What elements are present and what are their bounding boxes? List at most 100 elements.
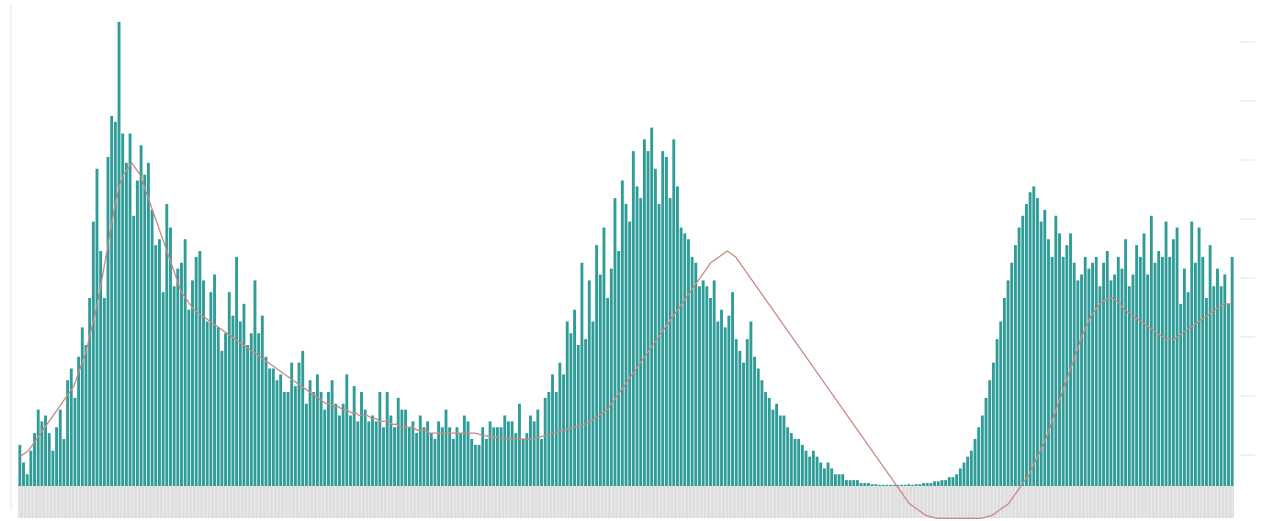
bar (29, 450, 33, 486)
bar (161, 292, 165, 487)
bar (668, 198, 672, 487)
bar (338, 415, 341, 486)
bar (1113, 274, 1117, 486)
bar (176, 268, 180, 487)
bar (165, 204, 169, 486)
bar (1080, 274, 1083, 486)
bar (635, 186, 639, 487)
bar (628, 221, 632, 487)
bar (286, 392, 290, 486)
bar (1193, 262, 1197, 486)
bar (940, 480, 944, 487)
bar (642, 139, 646, 487)
bar (947, 477, 951, 486)
bar (1083, 256, 1087, 487)
bar (389, 415, 393, 486)
bar (977, 427, 981, 486)
bar (826, 462, 830, 486)
bar (918, 484, 922, 486)
bar (1102, 262, 1106, 486)
bar (900, 484, 903, 486)
bar (657, 204, 661, 486)
bar (444, 409, 448, 487)
bar (275, 380, 279, 486)
bar (650, 127, 654, 487)
bar (455, 427, 459, 486)
bar (701, 280, 705, 487)
bar (587, 280, 591, 487)
bar (18, 444, 22, 487)
bar (532, 421, 536, 487)
bar (1168, 256, 1172, 487)
bar (319, 392, 323, 486)
bar (995, 339, 999, 487)
bar (852, 480, 856, 487)
bar (253, 280, 257, 487)
bar (804, 450, 808, 486)
bar (1061, 256, 1065, 487)
bar (235, 256, 239, 487)
bar (231, 315, 235, 487)
bar (25, 474, 29, 486)
bar (694, 262, 698, 486)
bar (892, 484, 896, 486)
bar (433, 439, 437, 486)
bar (631, 151, 635, 487)
bar (158, 239, 161, 486)
bar (1124, 239, 1128, 486)
bar (69, 368, 73, 486)
bar (154, 245, 158, 486)
bar (47, 433, 51, 487)
bar (771, 409, 775, 487)
bar (591, 321, 595, 486)
bar (896, 484, 900, 486)
bar (1054, 215, 1058, 486)
bar (113, 121, 117, 486)
bar (393, 427, 396, 486)
bar (260, 315, 264, 487)
bar (415, 433, 419, 487)
bar (183, 239, 187, 486)
bar (720, 309, 723, 486)
bar (1116, 256, 1120, 487)
bar (1091, 262, 1094, 486)
bar (238, 321, 242, 486)
bar (477, 444, 481, 487)
bar (374, 421, 378, 487)
bar (885, 484, 889, 486)
bar (349, 415, 352, 486)
bar (1186, 292, 1190, 487)
bar (984, 397, 988, 487)
bar (822, 468, 826, 487)
bar (58, 409, 62, 487)
bar (679, 227, 683, 486)
bar (793, 439, 797, 486)
bar (764, 392, 768, 486)
bar (1216, 268, 1219, 487)
bar (683, 233, 687, 487)
bar (709, 298, 712, 486)
bar (951, 477, 955, 486)
bar (617, 251, 621, 486)
bar (543, 397, 547, 487)
bar (44, 415, 47, 486)
bar (327, 392, 330, 486)
bar (929, 483, 933, 486)
bar (1208, 245, 1212, 486)
bar (1087, 268, 1091, 487)
bar (565, 321, 569, 486)
bar (378, 392, 382, 486)
bar (536, 409, 540, 487)
bar (870, 484, 874, 486)
bar (139, 145, 143, 486)
bar (202, 280, 205, 487)
bar (716, 321, 720, 486)
bar (451, 439, 455, 486)
bar (91, 221, 95, 487)
bar (1076, 280, 1080, 487)
bar (341, 403, 345, 486)
bar (330, 380, 334, 486)
bar (312, 392, 316, 486)
bar (484, 439, 488, 486)
bar (121, 133, 125, 486)
